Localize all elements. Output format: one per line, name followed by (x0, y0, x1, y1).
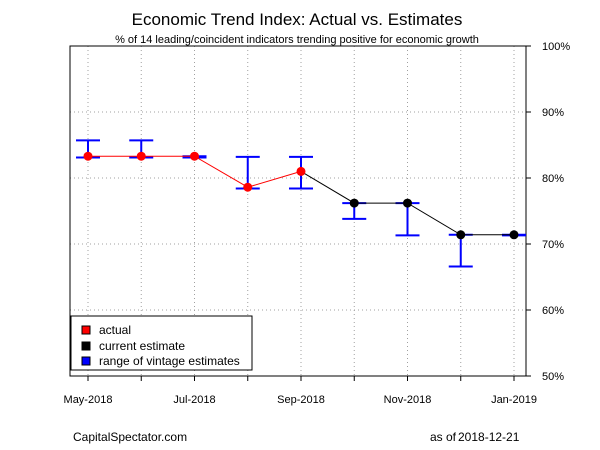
current-estimate-point (509, 230, 519, 240)
y-tick-label: 60% (542, 305, 564, 317)
actual-point (190, 151, 199, 161)
x-tick-label: Sep-2018 (277, 394, 325, 406)
x-tick-label: Jul-2018 (173, 394, 215, 406)
axes: 50% 60% 70% 80% 90% 100% May-2018 Jul-2018 Sep-2… (64, 41, 571, 406)
chart-title: Economic Trend Index: Actual vs. Estimat… (132, 10, 463, 29)
legend: actual current estimate range of vintage… (70, 315, 253, 371)
current-estimate-point (403, 198, 412, 208)
legend-swatch-actual (81, 325, 91, 335)
legend-label-current-estimate: current estimate (99, 339, 185, 353)
actual-point (136, 151, 146, 161)
chart-subtitle: % of 14 leading/coincident indicators tr… (115, 34, 479, 46)
x-tick-label: Jan-2019 (491, 394, 537, 406)
legend-swatch-current-estimate (81, 341, 91, 351)
actual-point (296, 166, 306, 176)
x-tick-label: May-2018 (64, 394, 113, 406)
plot-frame (69, 45, 527, 377)
legend-box (70, 315, 253, 371)
actual-point (243, 182, 253, 192)
y-tick-label: 90% (542, 107, 564, 119)
current-estimate-point (456, 230, 466, 240)
y-tick-label: 80% (542, 173, 564, 185)
legend-swatch-range (81, 356, 91, 366)
x-tick-label: Nov-2018 (384, 394, 432, 406)
range-bar (448, 233, 473, 268)
footer-date-value: 2018-12-21 (458, 430, 520, 444)
legend-label-actual: actual (99, 323, 131, 337)
footer-date-prefix: as of (430, 430, 457, 444)
y-tick-label: 50% (542, 371, 564, 383)
legend-label-range: range of vintage estimates (99, 354, 240, 368)
y-tick-label: 70% (542, 239, 564, 251)
series-points (83, 151, 519, 240)
y-tick-label: 100% (542, 41, 570, 53)
current-estimate-point (349, 198, 359, 208)
footer-source: CapitalSpectator.com (73, 430, 187, 444)
actual-point (83, 151, 93, 161)
